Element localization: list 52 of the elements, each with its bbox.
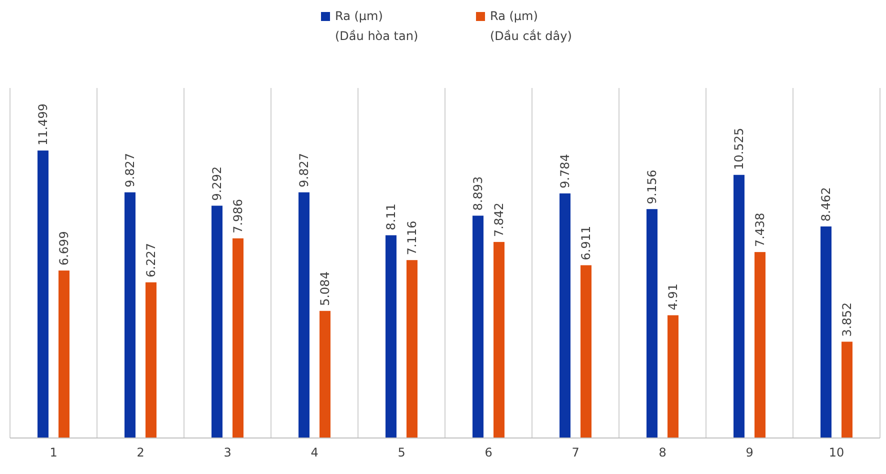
data-label: 9.827	[123, 152, 137, 188]
data-label: 8.462	[819, 187, 833, 222]
legend-label: Ra (µm) (Dầu cắt dây)	[490, 9, 572, 43]
data-label: 8.11	[384, 204, 398, 230]
data-label: 9.156	[645, 170, 659, 204]
x-tick-label: 2	[136, 446, 144, 460]
x-tick-label: 3	[224, 446, 232, 460]
bar	[668, 315, 678, 438]
bar	[820, 226, 832, 438]
x-tick-label: 9	[746, 446, 754, 460]
data-label: 7.842	[492, 202, 506, 237]
bar	[494, 242, 504, 438]
bar	[38, 150, 48, 438]
bar	[842, 342, 852, 438]
data-label: 6.911	[579, 226, 593, 260]
bar	[58, 270, 70, 438]
data-label: 6.699	[57, 231, 71, 266]
data-label: 9.827	[297, 152, 311, 188]
bar	[406, 260, 418, 438]
x-tick-label: 6	[484, 446, 492, 460]
x-tick-label: 5	[398, 446, 406, 460]
bar	[472, 216, 484, 438]
bar	[320, 310, 330, 438]
bar	[580, 265, 592, 438]
x-tick-label: 10	[828, 446, 844, 460]
bar	[754, 252, 766, 438]
bar	[386, 235, 396, 438]
bar	[124, 192, 136, 438]
data-label: 7.438	[753, 212, 767, 248]
bar	[298, 192, 310, 438]
data-label: 9.292	[210, 166, 224, 201]
data-label: 6.227	[144, 242, 158, 278]
x-tick-label: 1	[50, 446, 58, 460]
data-label: 3.852	[840, 302, 854, 337]
bar	[734, 174, 744, 438]
data-label: 11.499	[36, 104, 50, 146]
bar	[646, 209, 658, 438]
data-label: 10.525	[732, 128, 746, 170]
bar	[146, 282, 156, 438]
data-label: 7.986	[231, 198, 245, 234]
x-tick-label: 8	[658, 446, 666, 460]
data-label: 8.893	[471, 176, 485, 211]
legend-label: Ra (µm) (Dầu hòa tan)	[335, 9, 418, 43]
data-label: 4.91	[666, 284, 680, 310]
data-label: 7.116	[405, 220, 419, 256]
data-label: 5.084	[318, 272, 332, 306]
bar	[560, 193, 570, 438]
bar	[212, 206, 222, 438]
data-label: 9.784	[558, 154, 572, 188]
bar	[232, 238, 244, 438]
x-tick-label: 7	[572, 446, 580, 460]
x-tick-label: 4	[310, 446, 318, 460]
